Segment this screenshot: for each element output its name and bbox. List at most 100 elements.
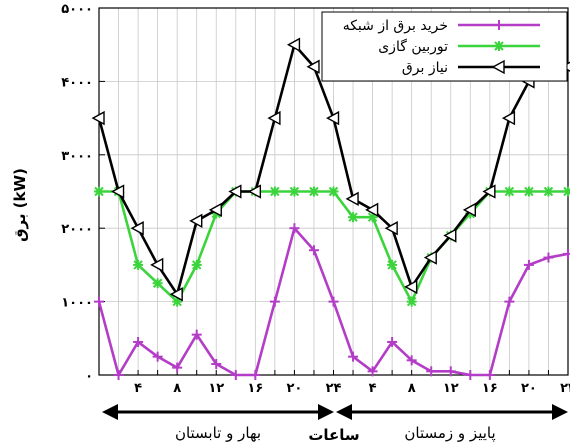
x-tick-label: ۸ — [408, 381, 416, 396]
data-point — [91, 110, 105, 126]
y-axis-ticks: ۰ ۱۰۰۰ ۲۰۰۰ ۳۰۰۰ ۴۰۰۰ ۵۰۰۰ — [61, 2, 105, 384]
data-point — [365, 202, 379, 218]
data-point — [367, 366, 378, 377]
legend-label-gas-turbine: توربین گازی — [378, 38, 448, 55]
data-point — [348, 212, 359, 223]
data-point — [328, 186, 339, 197]
data-point — [191, 329, 202, 340]
data-point — [189, 213, 203, 229]
data-point — [130, 221, 144, 236]
arrow-head-left — [102, 404, 118, 420]
x-tick-label: ۱۶ — [482, 381, 498, 396]
legend-swatch-marker — [494, 20, 504, 30]
data-point — [543, 252, 554, 263]
data-point — [247, 184, 262, 199]
data-point — [345, 191, 359, 207]
data-point — [94, 296, 104, 307]
series-1 — [94, 186, 570, 307]
data-point — [348, 351, 359, 362]
data-point — [269, 186, 280, 197]
y-tick-label: ۰ — [85, 369, 93, 384]
data-point — [482, 184, 496, 199]
data-point — [423, 250, 437, 265]
season-label-fall-winter: پاییز و زمستان — [404, 424, 495, 443]
y-tick-label: ۱۰۰۰ — [61, 296, 93, 311]
x-axis-label: ساعات — [308, 426, 359, 444]
data-point — [484, 370, 495, 380]
x-tick-label: ۱۲ — [208, 381, 224, 396]
x-axis-ticks: ۴ ۸ ۱۲ ۱۶ ۲۰ ۲۴ ۴ ۸ ۱۲ ۱۶ ۲۰ ۲۴ — [98, 370, 570, 396]
data-point — [426, 366, 437, 377]
x-tick-label: ۲۴ — [560, 381, 570, 396]
data-point — [504, 296, 515, 307]
data-point — [289, 186, 300, 197]
data-point — [504, 186, 515, 197]
data-point — [501, 110, 516, 126]
data-point — [384, 221, 398, 236]
data-point — [228, 184, 242, 199]
legend-swatch-marker — [491, 59, 505, 75]
data-point — [169, 287, 183, 302]
data-point — [523, 186, 534, 197]
y-tick-label: ۵۰۰۰ — [61, 2, 93, 17]
data-point — [404, 279, 418, 295]
data-point — [150, 257, 164, 273]
data-point — [523, 259, 534, 270]
data-point — [286, 37, 301, 52]
data-point — [406, 296, 417, 307]
y-tick-label: ۲۰۰۰ — [61, 222, 93, 237]
x-tick-label: ۲۴ — [326, 381, 342, 396]
arrow-head-mid-left — [318, 404, 334, 420]
season-brackets: بهار و تابستان پاییز و زمستان ساعات — [102, 404, 568, 444]
x-tick-label: ۸ — [173, 381, 181, 396]
x-tick-label: ۲۰ — [521, 381, 537, 396]
data-point — [406, 355, 417, 366]
data-point — [326, 110, 340, 126]
data-point — [306, 59, 320, 74]
data-point — [563, 248, 570, 259]
arrow-head-right — [552, 404, 568, 420]
data-point — [269, 296, 280, 307]
data-point — [111, 184, 125, 199]
y-tick-label: ۴۰۰۰ — [61, 75, 93, 90]
data-point — [462, 202, 476, 218]
x-tick-label: ۴ — [369, 381, 377, 396]
arrow-head-mid-right — [336, 404, 352, 420]
data-point — [289, 223, 300, 234]
season-label-spring-summer: بهار و تابستان — [175, 424, 261, 442]
data-point — [563, 186, 570, 197]
data-point — [152, 351, 163, 362]
data-point — [113, 370, 124, 380]
data-point — [152, 278, 163, 289]
data-point — [94, 186, 104, 197]
x-tick-label: ۱۲ — [443, 381, 459, 396]
data-point — [133, 336, 144, 347]
series-group — [91, 37, 570, 380]
data-point — [172, 362, 183, 373]
data-point — [328, 296, 339, 307]
data-point — [267, 110, 281, 126]
series-0 — [94, 223, 570, 380]
data-point — [465, 370, 476, 380]
data-point — [211, 358, 222, 369]
data-point — [445, 366, 456, 377]
data-point — [387, 259, 398, 270]
legend-swatch-marker — [494, 41, 504, 51]
legend-label-electricity-demand: نیاز برق — [402, 60, 448, 76]
data-point — [443, 228, 457, 243]
data-point — [250, 370, 261, 380]
y-axis-label: برق (kW) — [11, 168, 29, 242]
x-tick-label: ۲۰ — [286, 381, 302, 396]
data-point — [208, 202, 222, 218]
legend-label-grid-purchase: خرید برق از شبکه — [343, 18, 448, 34]
legend: خرید برق از شبکه توربین گازی نیاز برق — [321, 11, 568, 82]
data-point — [387, 336, 398, 347]
data-point — [133, 259, 144, 270]
y-tick-label: ۳۰۰۰ — [61, 149, 93, 164]
x-tick-label: ۴ — [134, 381, 142, 396]
data-point — [230, 370, 241, 380]
data-point — [308, 186, 319, 197]
data-point — [308, 245, 319, 256]
data-point — [191, 259, 202, 270]
